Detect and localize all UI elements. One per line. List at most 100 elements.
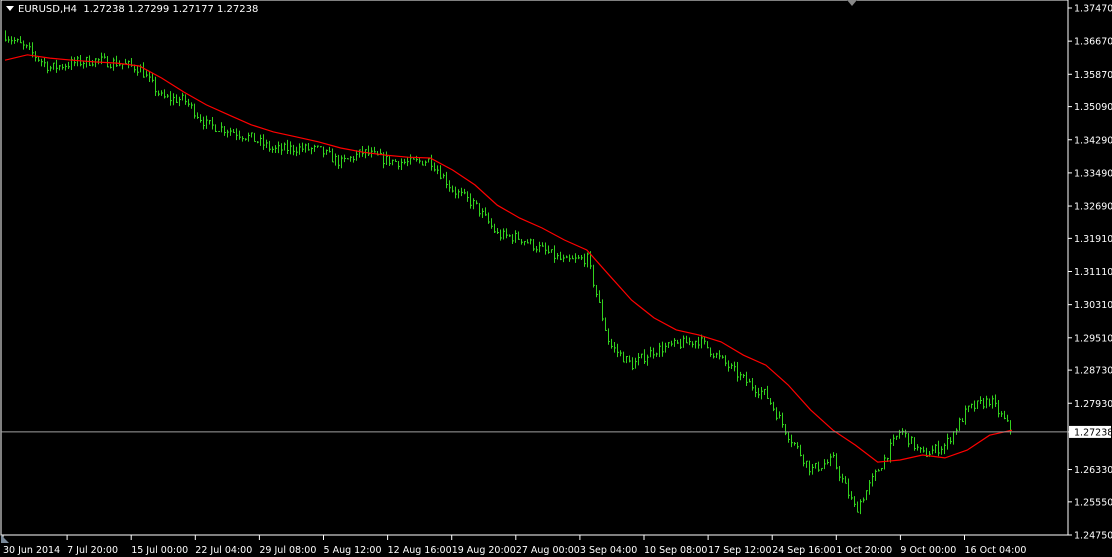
price-bar [5, 30, 7, 42]
price-bar [758, 387, 760, 399]
price-bar [164, 89, 166, 99]
price-bar [668, 342, 670, 349]
price-bar [107, 55, 109, 68]
price-bar [986, 395, 988, 409]
price-bar [998, 399, 1000, 418]
price-bar [260, 134, 262, 146]
price-bar [314, 144, 316, 152]
price-tick-label: 1.33490 [1074, 168, 1112, 179]
time-tick: 7 Jul 20:00 [66, 535, 118, 556]
price-bar [470, 193, 472, 209]
price-bar [602, 299, 604, 322]
price-bar [230, 127, 232, 136]
price-bar [449, 180, 451, 192]
price-bar [755, 385, 757, 398]
price-bar [518, 231, 520, 240]
price-bar [50, 65, 52, 72]
price-bar [539, 241, 541, 253]
price-bar [575, 253, 577, 263]
price-bar [896, 435, 898, 440]
time-tick: 27 Aug 00:00 [515, 535, 580, 556]
price-bar [176, 94, 178, 104]
time-tick: 22 Jul 04:00 [194, 535, 252, 556]
price-bar [146, 70, 148, 78]
price-bars [5, 30, 1012, 515]
price-bar [68, 61, 70, 70]
time-tick-label: 16 Oct 04:00 [965, 545, 1027, 556]
price-bar [860, 499, 862, 515]
price-bar [878, 468, 880, 472]
price-bar [809, 460, 811, 476]
price-bar [515, 230, 517, 243]
price-bar [704, 336, 706, 345]
price-bar [179, 96, 181, 107]
price-bar [734, 361, 736, 372]
price-bar [161, 90, 163, 96]
price-bar [788, 431, 790, 443]
price-bar [944, 443, 946, 455]
price-bar [26, 44, 28, 49]
price-bar [482, 208, 484, 219]
price-bar [296, 146, 298, 157]
price-bar [341, 155, 343, 169]
price-bar [305, 143, 307, 153]
price-tick: 1.35090 [1068, 102, 1112, 113]
price-bar [545, 242, 547, 255]
price-bar [356, 150, 358, 161]
price-bar [65, 63, 67, 71]
price-bar [818, 461, 820, 472]
price-bar [95, 58, 97, 68]
chart-shift-marker-icon[interactable] [847, 0, 857, 6]
price-bar [914, 437, 916, 451]
price-bar [848, 478, 850, 499]
price-bar [719, 350, 721, 360]
price-bar [854, 496, 856, 507]
price-tick-label: 1.35870 [1074, 70, 1112, 81]
price-bar [812, 464, 814, 475]
price-bar [614, 341, 616, 353]
price-bar [722, 355, 724, 359]
price-bar [572, 255, 574, 260]
price-bar [218, 130, 220, 132]
price-bar [566, 255, 568, 259]
price-bar [941, 446, 943, 455]
time-tick: 12 Aug 16:00 [387, 535, 452, 556]
price-bar [785, 423, 787, 436]
price-bar [38, 56, 40, 62]
price-tick-label: 1.24750 [1074, 531, 1112, 542]
price-bar [629, 355, 631, 363]
price-tick: 1.37470 [1068, 4, 1112, 15]
price-bar [803, 454, 805, 467]
price-bar [935, 444, 937, 454]
price-bar [173, 93, 175, 106]
price-bar [59, 65, 61, 71]
price-bar [527, 239, 529, 244]
price-bar [281, 143, 283, 155]
dropdown-triangle-icon[interactable] [6, 6, 14, 11]
price-bar [683, 335, 685, 348]
price-bar [611, 338, 613, 349]
price-bar [323, 146, 325, 158]
price-bar [287, 139, 289, 155]
price-bar [410, 154, 412, 165]
price-bar [677, 339, 679, 344]
price-tick: 1.29510 [1068, 333, 1112, 344]
price-bar [971, 403, 973, 409]
time-tick-label: 9 Oct 00:00 [900, 545, 956, 556]
price-bar [962, 418, 964, 423]
price-bar [638, 352, 640, 366]
price-bar [272, 146, 274, 153]
price-bar [476, 200, 478, 205]
price-tick: 1.27930 [1068, 399, 1112, 410]
price-bar [626, 355, 628, 364]
price-bar [659, 342, 661, 358]
price-bar [56, 59, 58, 73]
time-tick-label: 1 Oct 20:00 [836, 545, 892, 556]
price-tick-label: 1.28730 [1074, 366, 1112, 377]
price-bar [548, 245, 550, 254]
price-bar [1004, 410, 1006, 420]
price-bar [125, 58, 127, 65]
price-bar [500, 229, 502, 241]
time-tick-label: 24 Sep 16:00 [772, 545, 835, 556]
